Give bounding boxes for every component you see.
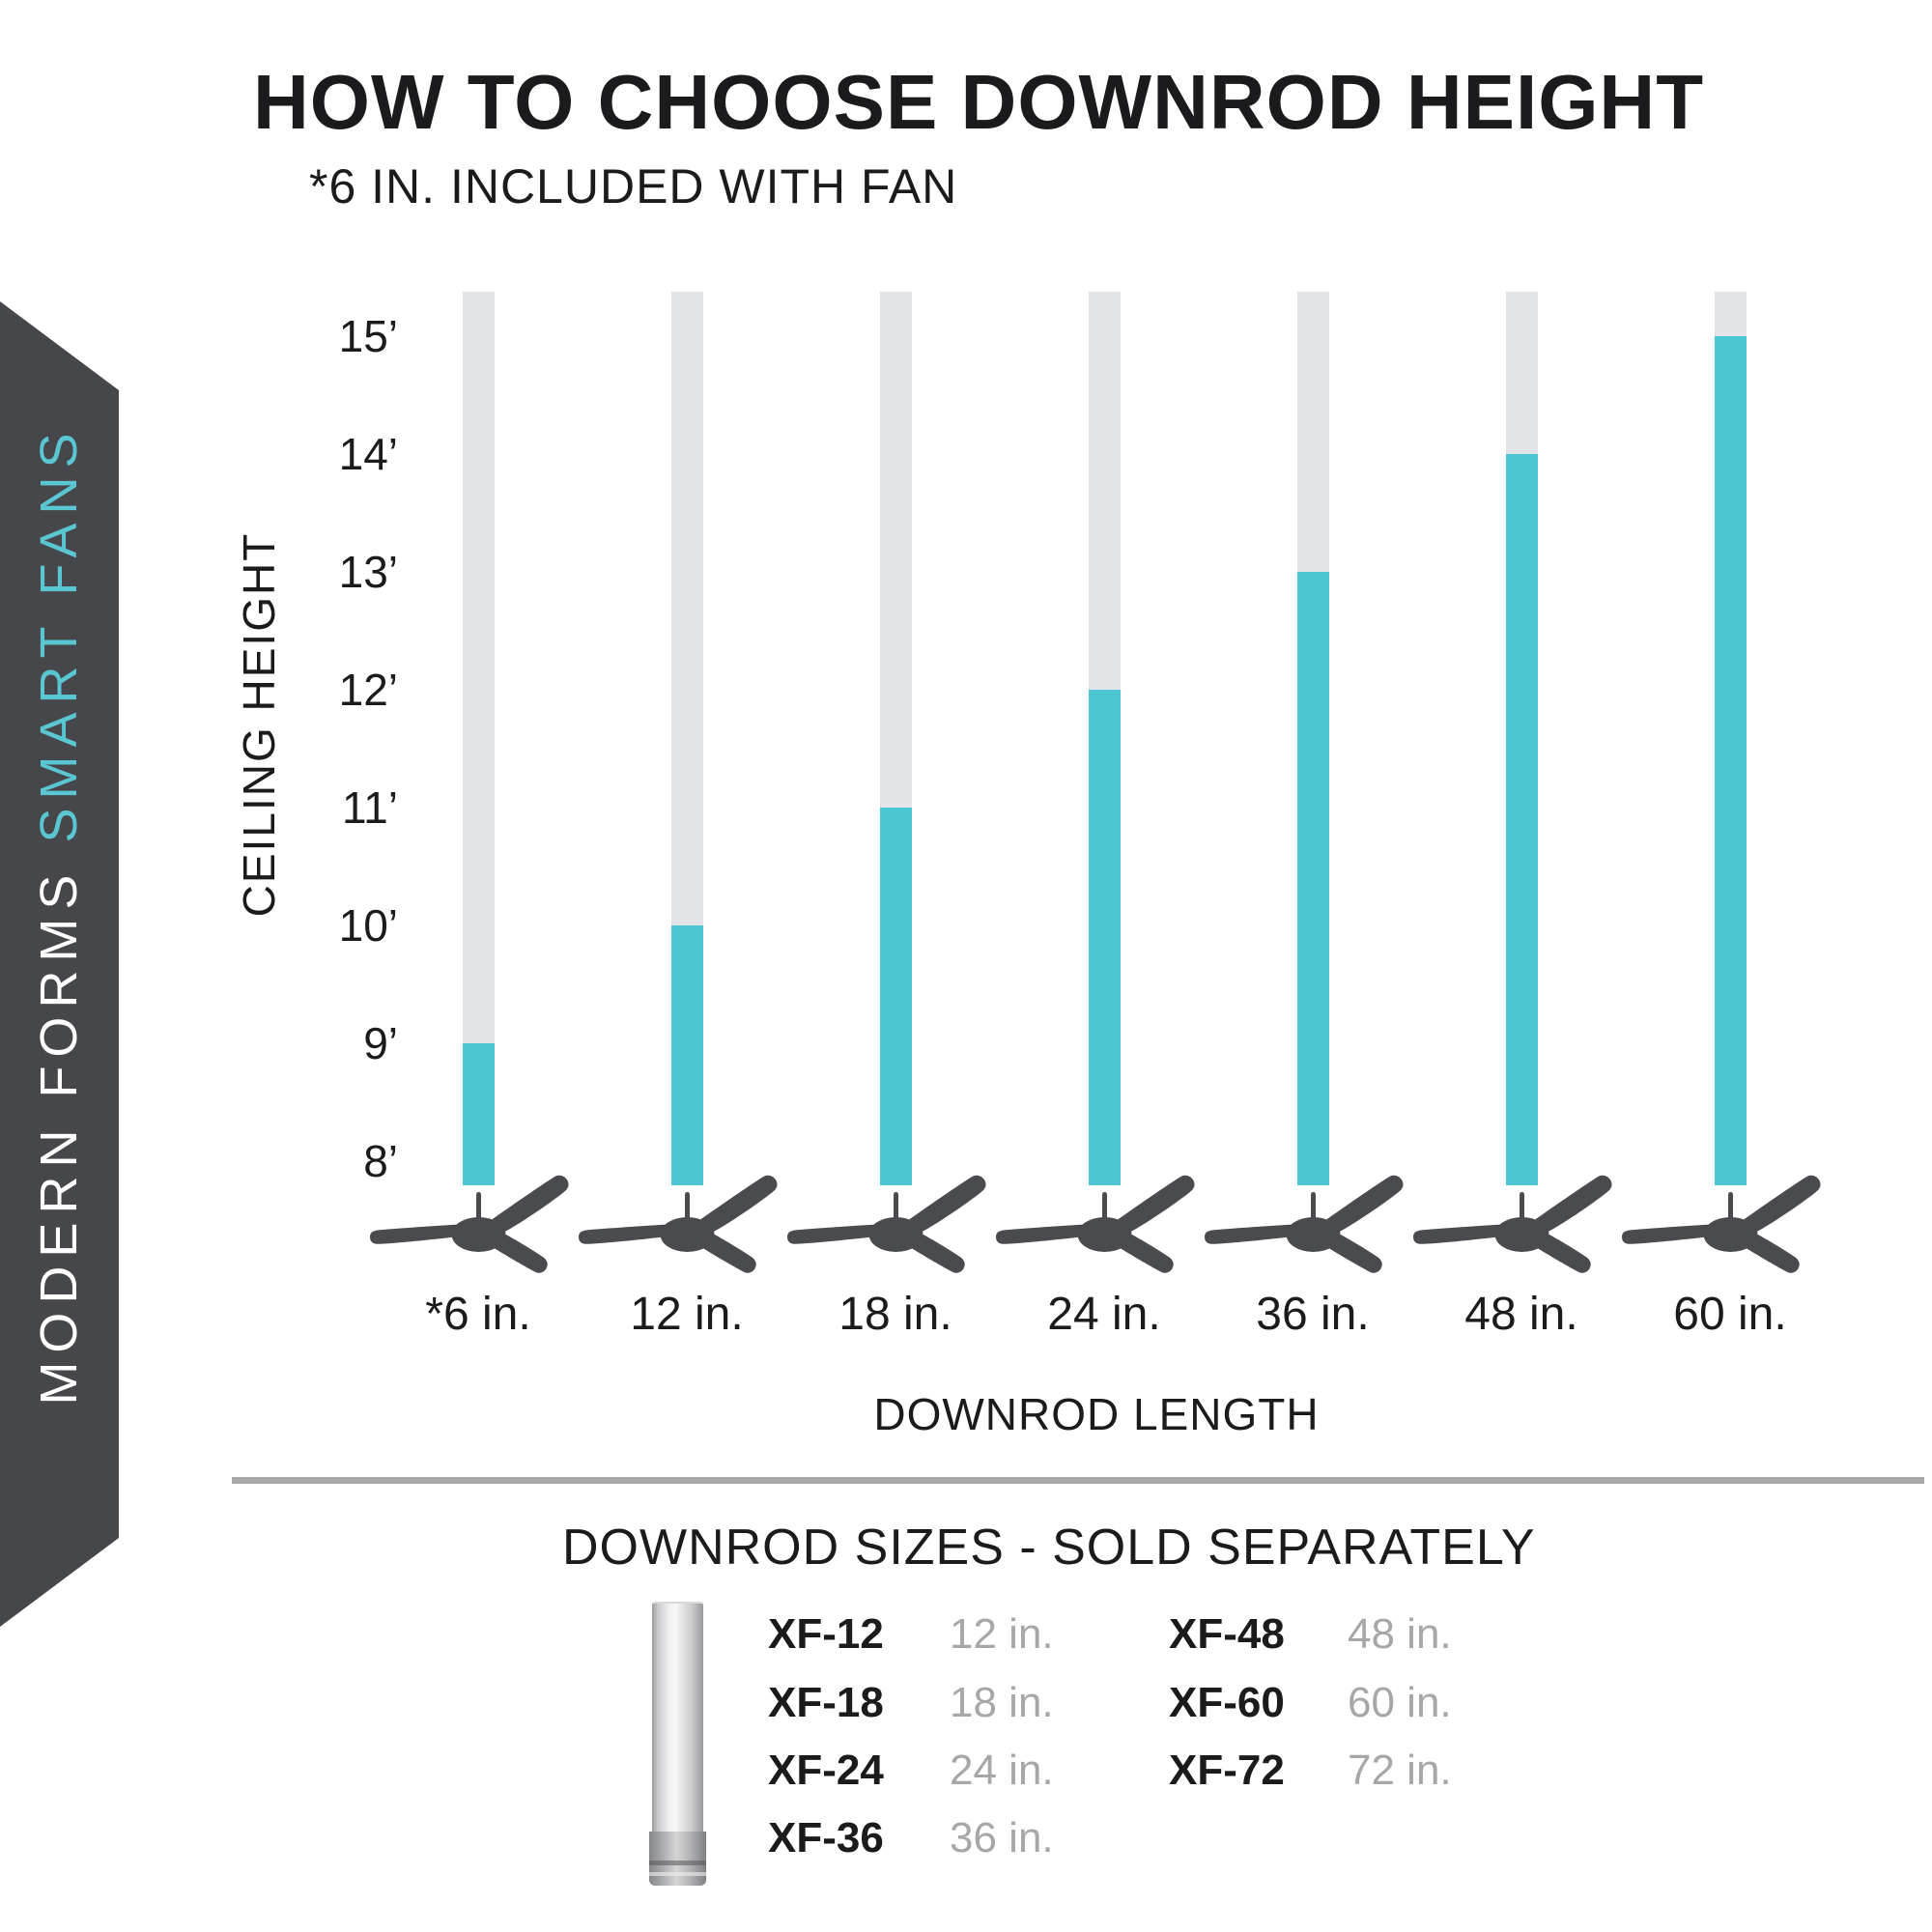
downrod-table-heading: DOWNROD SIZES - SOLD SEPARATELY	[562, 1520, 1536, 1576]
bar-track	[462, 292, 495, 1185]
ceiling-fan-icon	[996, 1169, 1228, 1294]
downrod-size: 72 in.	[1348, 1747, 1452, 1794]
downrod-size: 48 in.	[1348, 1610, 1452, 1658]
brand-ribbon-text: MODERN FORMS SMART FANS	[29, 379, 89, 1451]
ceiling-fan-icon	[1622, 1169, 1854, 1294]
x-category-label: 36 in.	[1256, 1289, 1370, 1340]
downrod-size: 18 in.	[950, 1679, 1054, 1726]
page-title: HOW TO CHOOSE DOWNROD HEIGHT	[253, 59, 1705, 145]
bar-track	[670, 292, 703, 1185]
ceiling-fan-icon	[1413, 1169, 1645, 1294]
bar-fill	[1296, 572, 1329, 1185]
y-tick-label: 9’	[363, 1018, 398, 1068]
downrod-sku: XF-36	[768, 1814, 884, 1861]
bar-fill	[1714, 336, 1747, 1185]
ceiling-fan-icon	[370, 1169, 602, 1294]
section-divider	[232, 1477, 1924, 1484]
bar-track	[1296, 292, 1329, 1185]
brand-name: MODERN FORMS	[30, 866, 88, 1406]
downrod-sku: XF-18	[768, 1679, 884, 1726]
downrod-sku: XF-48	[1169, 1610, 1285, 1658]
downrod-sku: XF-12	[768, 1610, 884, 1658]
downrod-sku: XF-60	[1169, 1679, 1285, 1726]
x-category-label: *6 in.	[425, 1289, 531, 1340]
bar-fill	[879, 808, 912, 1185]
downrod-size: 24 in.	[950, 1747, 1054, 1794]
bar-track	[879, 292, 912, 1185]
bar-fill	[1088, 690, 1121, 1185]
downrod-coupler-lip	[649, 1872, 706, 1876]
x-category-label: 48 in.	[1464, 1289, 1578, 1340]
ceiling-fan-icon	[579, 1169, 810, 1294]
y-tick-label: 8’	[363, 1136, 398, 1186]
downrod-size: 36 in.	[950, 1814, 1054, 1861]
brand-ribbon	[0, 301, 119, 1627]
bar-fill	[670, 925, 703, 1185]
downrod-coupler-groove	[649, 1861, 706, 1865]
page-subtitle: *6 IN. INCLUDED WITH FAN	[309, 159, 958, 213]
ceiling-fan-icon	[1205, 1169, 1436, 1294]
bar-track	[1088, 292, 1121, 1185]
y-tick-label: 15’	[338, 311, 398, 361]
bar-fill	[1505, 454, 1538, 1185]
x-category-label: 24 in.	[1047, 1289, 1161, 1340]
brand-highlight: SMART FANS	[30, 424, 88, 843]
x-category-label: 12 in.	[630, 1289, 744, 1340]
y-axis-title: CEILING HEIGHT	[234, 531, 284, 918]
downrod-size: 12 in.	[950, 1610, 1054, 1658]
downrod-product-image	[652, 1602, 703, 1835]
downrod-coupler-image	[649, 1832, 706, 1886]
downrod-sku: XF-72	[1169, 1747, 1285, 1794]
bar-fill	[462, 1043, 495, 1185]
downrod-sku: XF-24	[768, 1747, 884, 1794]
x-category-label: 18 in.	[838, 1289, 952, 1340]
x-axis-title: DOWNROD LENGTH	[873, 1389, 1320, 1439]
bar-track	[1714, 292, 1747, 1185]
downrod-size: 60 in.	[1348, 1679, 1452, 1726]
x-category-label: 60 in.	[1673, 1289, 1787, 1340]
bar-track	[1505, 292, 1538, 1185]
ceiling-fan-icon	[787, 1169, 1019, 1294]
